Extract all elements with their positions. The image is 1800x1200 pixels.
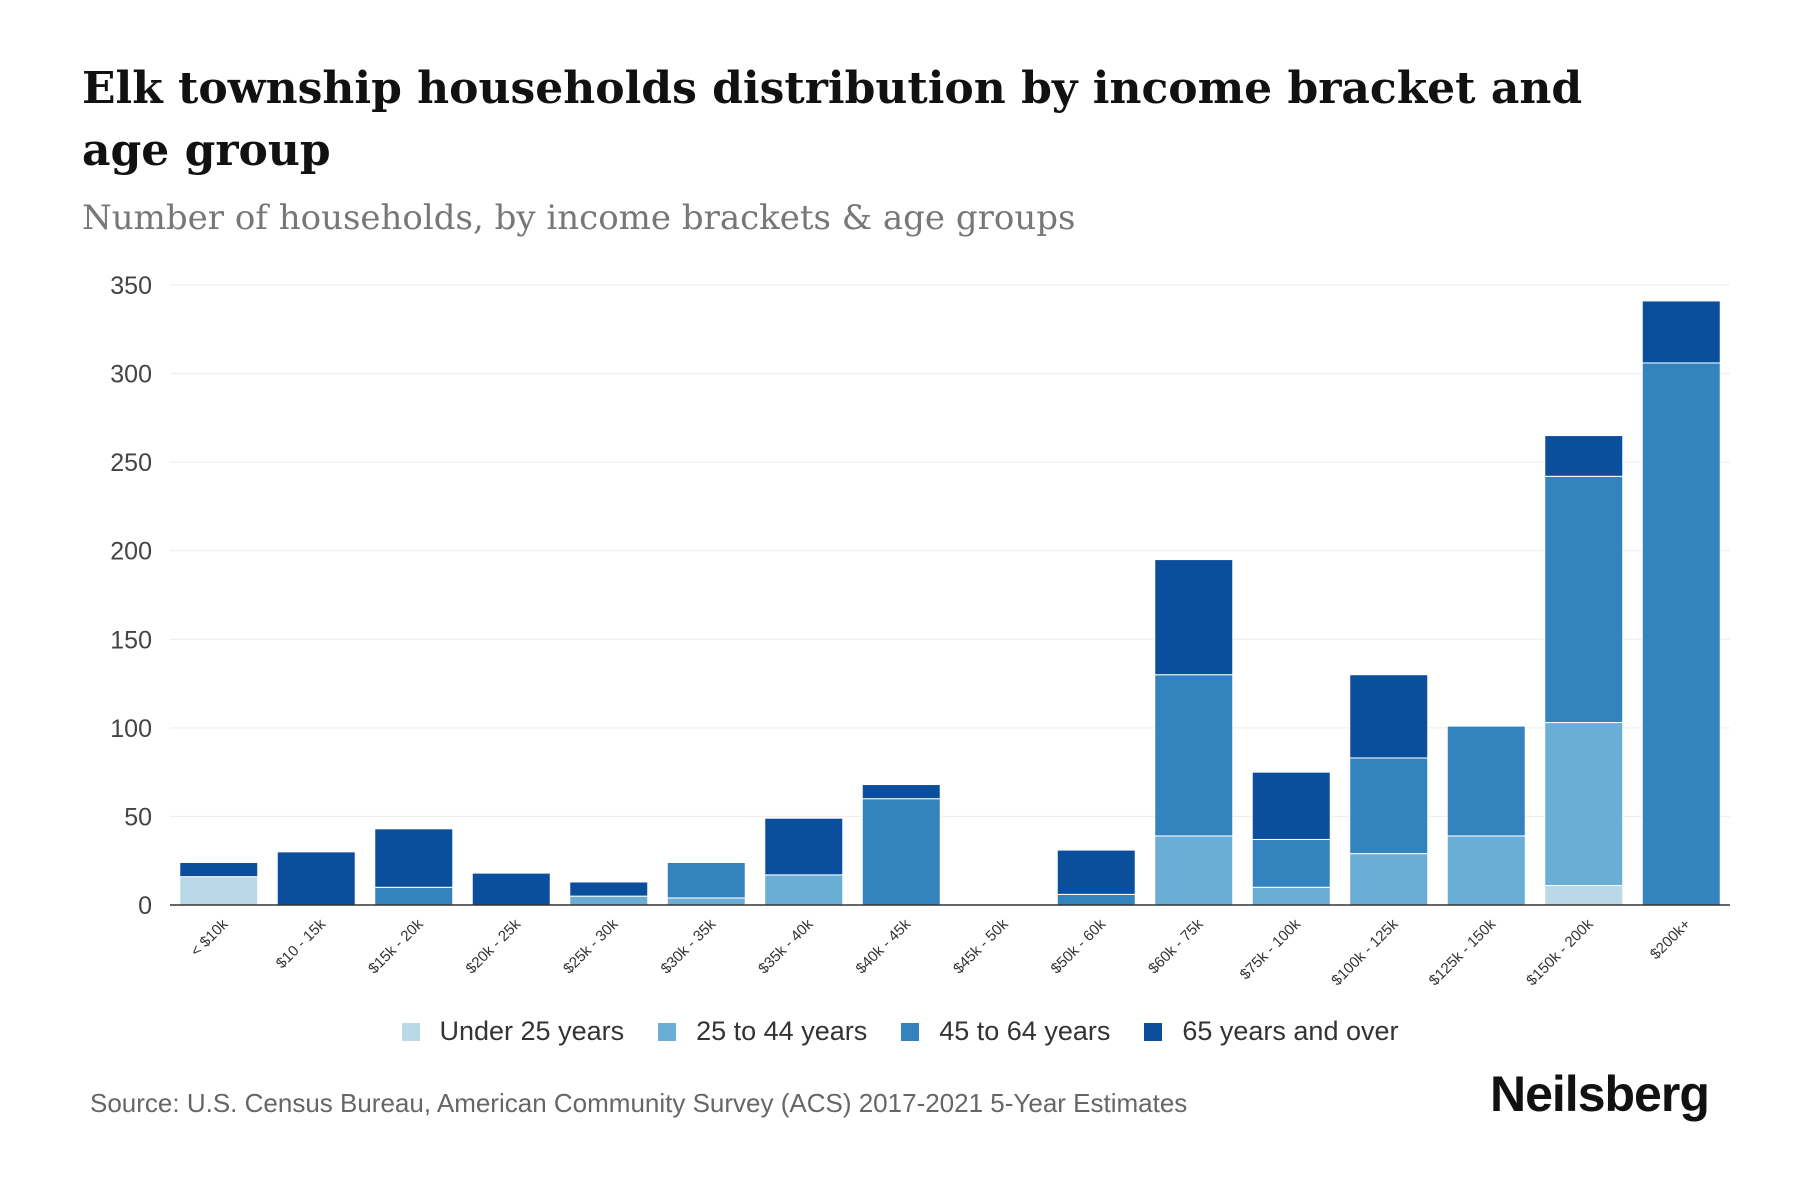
legend-item: 25 to 44 years xyxy=(658,1016,867,1047)
y-tick-label: 250 xyxy=(110,449,152,477)
x-tick-label: $15k - 20k xyxy=(365,915,427,977)
legend-label: 45 to 64 years xyxy=(939,1016,1111,1046)
legend-swatch xyxy=(401,1022,420,1041)
bar-segment: $100k - 125k — 25 to 44 years: 29 xyxy=(1349,853,1429,906)
bar-segment: $200k+ — 65 years and over: 35 xyxy=(1641,300,1721,364)
y-tick-label: 300 xyxy=(110,361,152,389)
y-tick-label: 50 xyxy=(124,803,152,831)
bar-segment: $75k - 100k — 65 years and over: 38 xyxy=(1251,771,1331,840)
bar-segment: $30k - 35k — 45 to 64 years: 20 xyxy=(666,861,746,899)
bar-segment: $75k - 100k — 45 to 64 years: 27 xyxy=(1251,838,1331,888)
legend-swatch xyxy=(901,1022,920,1041)
bar-segment: $25k - 30k — 25 to 44 years: 5 xyxy=(569,895,649,906)
bar-segment: $150k - 200k — 25 to 44 years: 92 xyxy=(1544,722,1624,887)
y-tick-label: 200 xyxy=(110,538,152,566)
legend-swatch xyxy=(1144,1022,1163,1041)
x-tick-label: $25k - 30k xyxy=(560,915,622,977)
bar-segment: $40k - 45k — 45 to 64 years: 60 xyxy=(861,798,941,906)
y-tick-label: 150 xyxy=(110,626,152,654)
bar-segment: $30k - 35k — 25 to 44 years: 4 xyxy=(666,897,746,906)
x-tick-label: $35k - 40k xyxy=(755,915,817,977)
neilsberg-logo: Neilsberg xyxy=(1490,1066,1710,1122)
x-tick-label: < $10k xyxy=(187,915,232,960)
bar-segment: $15k - 20k — 45 to 64 years: 10 xyxy=(374,886,454,906)
legend-label: 25 to 44 years xyxy=(696,1016,868,1046)
legend-item: Under 25 years xyxy=(401,1016,625,1047)
legend-item: 45 to 64 years xyxy=(901,1016,1110,1047)
bar-segment: $15k - 20k — 65 years and over: 33 xyxy=(374,828,454,888)
chart-legend: Under 25 years 25 to 44 years 45 to 64 yea… xyxy=(0,1016,1800,1047)
chart-subtitle: Number of households, by income brackets… xyxy=(82,198,1076,238)
chart-title: Elk township households distribution by … xyxy=(82,63,1583,176)
x-tick-label: $100k - 125k xyxy=(1328,915,1402,989)
stacked-bar-chart: 0 50 100 150 200 250 300 350 < $10k — Under 25 y… xyxy=(110,272,1730,989)
bar-segment: $50k - 60k — 45 to 64 years: 6 xyxy=(1056,893,1136,906)
y-tick-label: 100 xyxy=(110,715,152,743)
bar-segment: $100k - 125k — 65 years and over: 47 xyxy=(1349,674,1429,759)
bar-segment: $125k - 150k — 25 to 44 years: 39 xyxy=(1446,835,1526,906)
x-tick-label: $30k - 35k xyxy=(658,915,720,977)
x-tick-label: $50k - 60k xyxy=(1048,915,1110,977)
y-tick-label: 350 xyxy=(110,272,152,300)
bar-segment: $150k - 200k — Under 25 years: 11 xyxy=(1544,885,1624,906)
bar-segment: $35k - 40k — 25 to 44 years: 17 xyxy=(764,874,844,906)
x-tick-label: $125k - 150k xyxy=(1426,915,1500,989)
x-tick-label: $200k+ xyxy=(1647,916,1694,963)
x-tick-label: $20k - 25k xyxy=(463,915,525,977)
bar-segment: $150k - 200k — 45 to 64 years: 139 xyxy=(1544,475,1624,724)
bar-segment: $75k - 100k — 25 to 44 years: 10 xyxy=(1251,886,1331,906)
bar-segment: $150k - 200k — 65 years and over: 23 xyxy=(1544,435,1624,477)
legend-item: 65 years and over xyxy=(1144,1016,1399,1047)
x-tick-label: $45k - 50k xyxy=(950,915,1012,977)
bar-segment: < $10k — Under 25 years: 16 xyxy=(179,876,259,906)
x-tick-label: $150k - 200k xyxy=(1523,915,1597,989)
bar-segment: $60k - 75k — 65 years and over: 65 xyxy=(1154,559,1234,676)
x-tick-label: $40k - 45k xyxy=(853,915,915,977)
legend-label: Under 25 years xyxy=(439,1016,625,1046)
x-tick-label: $60k - 75k xyxy=(1145,915,1207,977)
x-tick-label: $10 - 15k xyxy=(273,915,330,972)
bar-segment: $40k - 45k — 65 years and over: 8 xyxy=(861,784,941,800)
bar-segment: < $10k — 65 years and over: 8 xyxy=(179,861,259,878)
bar-segment: $60k - 75k — 45 to 64 years: 91 xyxy=(1154,674,1234,837)
x-tick-label: $75k - 100k xyxy=(1237,915,1305,983)
bar-segment: $50k - 60k — 65 years and over: 25 xyxy=(1056,849,1136,895)
bar-segment: $200k+ — 45 to 64 years: 306 xyxy=(1641,362,1721,906)
bar-segment: $60k - 75k — 25 to 44 years: 39 xyxy=(1154,835,1234,906)
bar-segment: $125k - 150k — 45 to 64 years: 62 xyxy=(1446,725,1526,837)
bar-segment: $10 - 15k — 65 years and over: 30 xyxy=(276,851,356,906)
bar-segment: $35k - 40k — 65 years and over: 32 xyxy=(764,817,844,876)
bar-segment: $25k - 30k — 65 years and over: 8 xyxy=(569,881,649,897)
y-tick-label: 0 xyxy=(138,892,152,920)
source-note: Source: U.S. Census Bureau, American Com… xyxy=(90,1088,1188,1118)
bar-segment: $100k - 125k — 45 to 64 years: 54 xyxy=(1349,757,1429,855)
bar-segment: $20k - 25k — 65 years and over: 18 xyxy=(471,872,551,906)
legend-label: 65 years and over xyxy=(1182,1016,1399,1046)
legend-swatch xyxy=(658,1022,677,1041)
